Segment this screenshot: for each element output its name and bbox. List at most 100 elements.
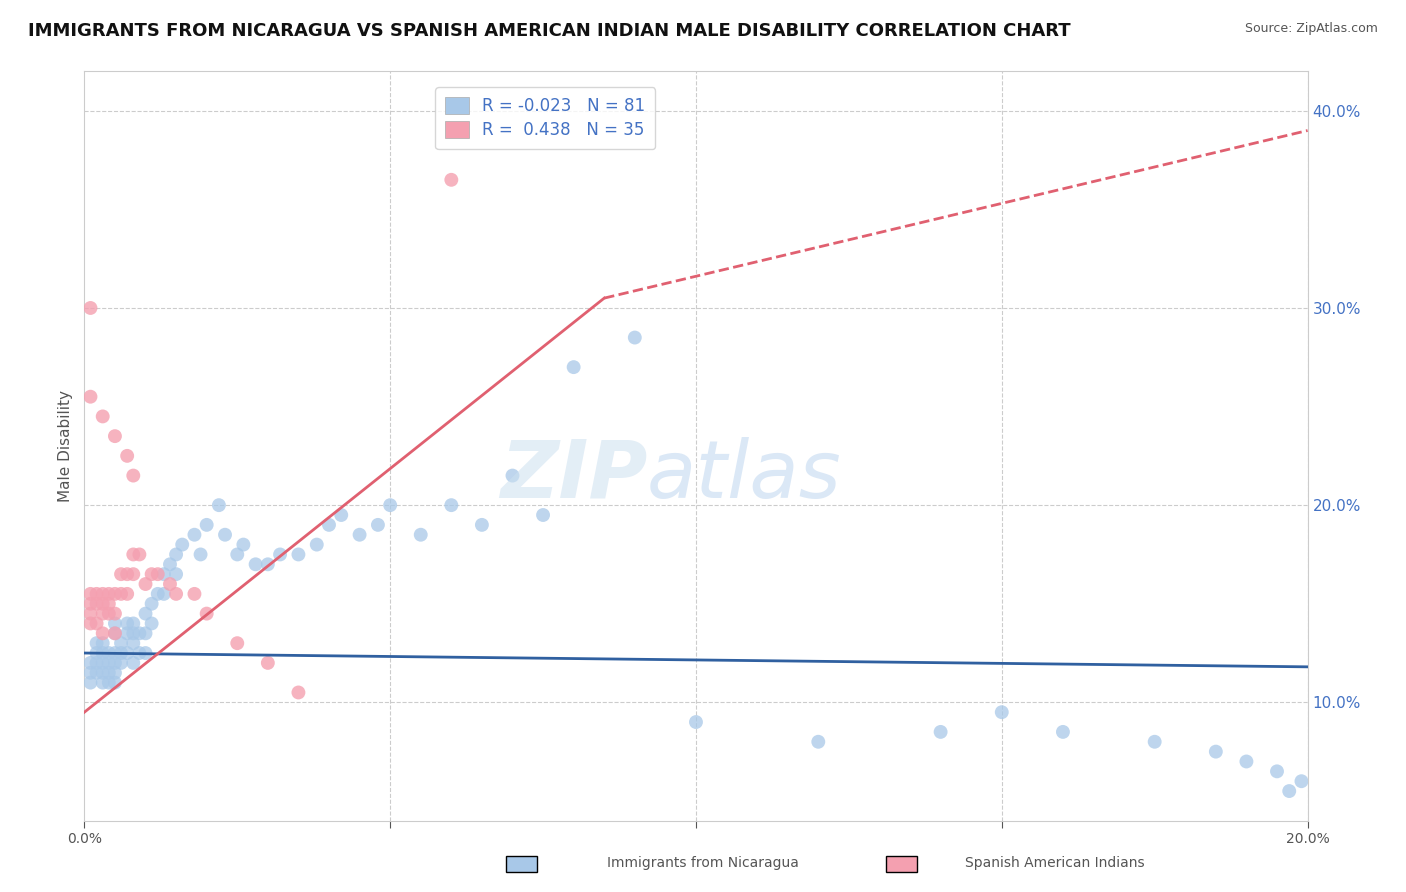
Point <box>1291 774 1313 789</box>
Point <box>141 616 163 631</box>
Point <box>991 705 1014 719</box>
Point <box>115 587 138 601</box>
Point <box>226 548 249 562</box>
Point <box>110 646 132 660</box>
Point <box>104 626 127 640</box>
Point <box>440 498 463 512</box>
Point <box>409 527 432 541</box>
Point <box>165 567 187 582</box>
Point <box>110 567 132 582</box>
Point <box>79 390 101 404</box>
Point <box>153 567 176 582</box>
Point <box>245 558 267 572</box>
Point <box>330 508 353 522</box>
Point <box>183 587 205 601</box>
Point <box>104 626 127 640</box>
Point <box>91 587 114 601</box>
Point <box>128 548 150 562</box>
Point <box>86 636 108 650</box>
Point <box>208 498 231 512</box>
Text: Immigrants from Nicaragua: Immigrants from Nicaragua <box>607 856 799 871</box>
Point <box>122 636 145 650</box>
Y-axis label: Male Disability: Male Disability <box>58 390 73 502</box>
Point <box>128 646 150 660</box>
Point <box>91 626 114 640</box>
Point <box>349 527 371 541</box>
Point <box>122 567 145 582</box>
Point <box>531 508 554 522</box>
Point <box>97 656 120 670</box>
Point <box>86 665 108 680</box>
Point <box>97 675 120 690</box>
Point <box>128 626 150 640</box>
Point <box>122 616 145 631</box>
Point <box>183 527 205 541</box>
Point <box>110 636 132 650</box>
Point <box>110 587 132 601</box>
Point <box>104 646 127 660</box>
Point <box>135 646 157 660</box>
Point <box>115 449 138 463</box>
Point <box>1278 784 1301 798</box>
Point <box>86 646 108 660</box>
Point <box>86 656 108 670</box>
Point <box>929 725 952 739</box>
Point <box>104 675 127 690</box>
Point <box>257 558 280 572</box>
Point <box>86 597 108 611</box>
Point <box>79 665 101 680</box>
Point <box>195 517 218 532</box>
Legend: R = -0.023   N = 81, R =  0.438   N = 35: R = -0.023 N = 81, R = 0.438 N = 35 <box>436 87 655 149</box>
Point <box>79 656 101 670</box>
Point <box>104 656 127 670</box>
Point <box>141 567 163 582</box>
Point <box>115 567 138 582</box>
Point <box>146 567 169 582</box>
Point <box>146 587 169 601</box>
Point <box>97 587 120 601</box>
Point <box>97 607 120 621</box>
Point <box>195 607 218 621</box>
Point <box>79 607 101 621</box>
Text: ZIP: ZIP <box>499 437 647 515</box>
Point <box>97 646 120 660</box>
Point <box>159 577 181 591</box>
Point <box>1265 764 1288 779</box>
Point <box>165 587 187 601</box>
Point <box>104 607 127 621</box>
Point <box>91 665 114 680</box>
Point <box>97 597 120 611</box>
Point <box>91 636 114 650</box>
Point <box>1052 725 1074 739</box>
Point <box>153 587 176 601</box>
Point <box>91 597 114 611</box>
Point <box>318 517 340 532</box>
Point <box>91 646 114 660</box>
Point <box>807 735 830 749</box>
Point <box>86 587 108 601</box>
Point <box>104 665 127 680</box>
Point <box>135 607 157 621</box>
Point <box>1143 735 1166 749</box>
Point <box>269 548 291 562</box>
Point <box>86 616 108 631</box>
Point <box>1236 755 1258 769</box>
Point <box>135 577 157 591</box>
Point <box>214 527 236 541</box>
Point <box>135 626 157 640</box>
Point <box>79 301 101 315</box>
Point <box>305 538 328 552</box>
Point <box>232 538 254 552</box>
Text: Source: ZipAtlas.com: Source: ZipAtlas.com <box>1244 22 1378 36</box>
Point <box>257 656 280 670</box>
Point <box>79 616 101 631</box>
Point <box>141 597 163 611</box>
Point <box>91 656 114 670</box>
Point <box>104 429 127 443</box>
Point <box>104 587 127 601</box>
Point <box>380 498 402 512</box>
Point <box>79 675 101 690</box>
Point <box>122 548 145 562</box>
Point <box>97 665 120 680</box>
Point <box>79 587 101 601</box>
